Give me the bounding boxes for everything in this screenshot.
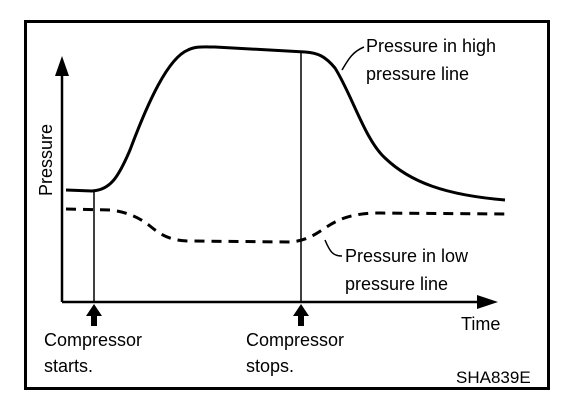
x-axis-arrow [477,295,498,309]
compressor-stop-label-1: Compressor [246,330,344,350]
x-axis-label: Time [461,314,500,334]
y-axis-arrow [55,56,69,76]
low-line-label-1: Pressure in low [345,246,469,266]
compressor-start-arrow [86,304,102,326]
figure-code: SHA839E [456,368,531,387]
low-line-leader [324,239,343,257]
high-line-label-1: Pressure in high [366,36,496,56]
high-pressure-curve [65,45,506,202]
high-line-label-2: pressure line [366,64,469,84]
low-line-label-2: pressure line [345,274,448,294]
compressor-start-label-2: starts. [44,356,93,376]
figure-frame [24,20,550,390]
compressor-stop-arrow [293,304,309,326]
low-pressure-curve [65,207,509,244]
compressor-stop-label-2: stops. [246,356,294,376]
compressor-start-label-1: Compressor [44,330,142,350]
high-line-leader [341,46,365,71]
y-axis-label: Pressure [36,124,56,196]
